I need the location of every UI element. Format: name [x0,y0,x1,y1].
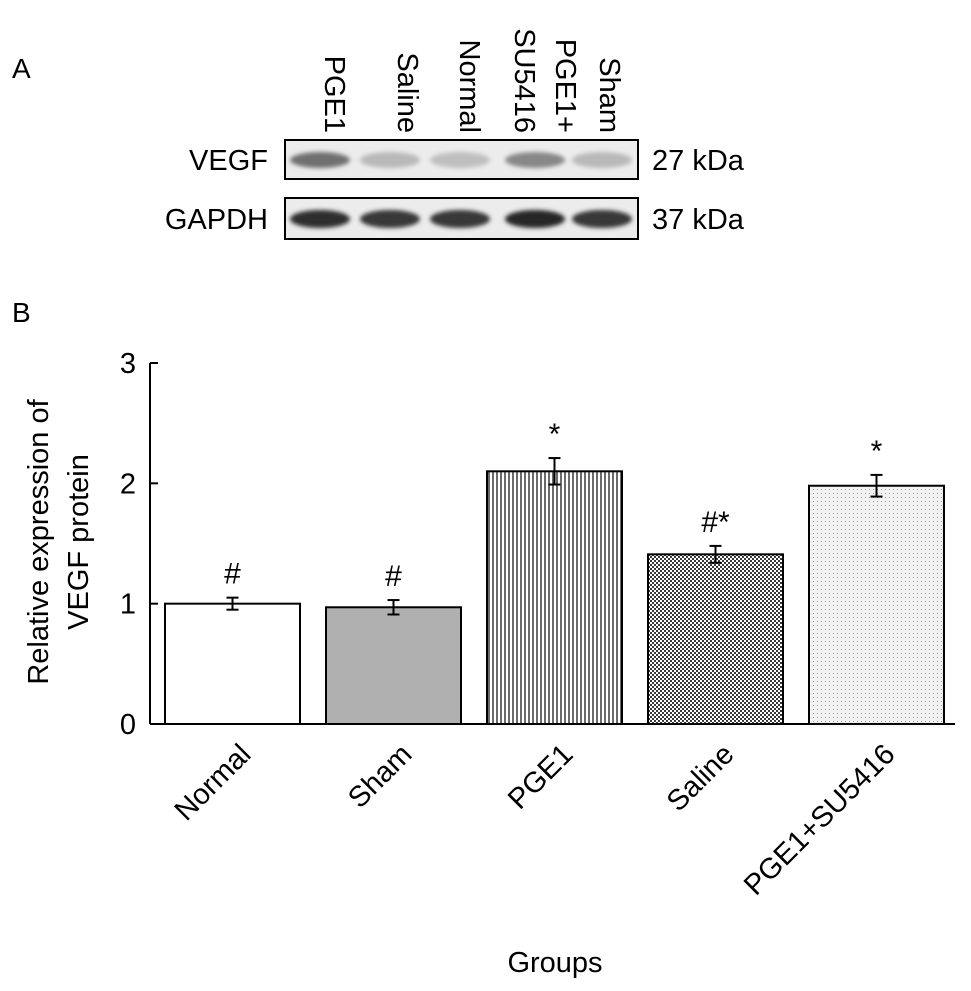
blot-size-vegf: 27 kDa [652,145,745,177]
y-tick-label-1: 1 [120,589,136,621]
x-tick-label-pge1: PGE1 [502,738,579,815]
lane-label-pge1: PGE1 [318,56,350,133]
lane-label-saline: Saline [391,52,423,133]
lane-labels: PGE1 Saline Normal SU5416 PGE1+ Sham [318,28,625,133]
band-vegf-4 [505,152,565,168]
bar-sham [325,606,462,726]
significance-mark-sham: # [385,560,402,593]
band-vegf-3 [430,152,490,168]
y-ticks: 0 1 2 3 [120,348,158,741]
error-bar-pge1-su5416 [870,473,883,498]
band-gapdh-3 [430,210,490,228]
bar-pge1 [486,470,623,725]
blot-protein-label-gapdh: GAPDH [165,204,268,236]
band-gapdh-5 [572,210,632,228]
band-gapdh-1 [290,210,350,228]
bars [164,470,945,726]
lane-label-su5416: SU5416 [508,28,540,133]
significance-mark-saline: #* [701,506,730,539]
panel-b-label: B [12,297,31,328]
gapdh-bands [290,210,632,228]
y-tick-label-3: 3 [120,348,136,380]
bar-saline [647,553,784,726]
lane-label-sham: Sham [593,57,625,133]
significance-mark-normal: # [224,558,241,591]
error-bar-saline [709,544,722,564]
x-tick-label-saline: Saline [661,738,741,818]
error-bars [226,457,883,616]
blot-strip-vegf [284,139,639,180]
band-gapdh-4 [505,210,565,228]
blot-strip-gapdh [284,197,639,240]
y-tick-label-0: 0 [120,709,136,741]
lane-label-normal: Normal [453,40,485,133]
bar-pge1-su5416 [808,484,945,725]
blot-size-gapdh: 37 kDa [652,204,745,236]
lane-label-pge1: PGE1+ [549,39,581,133]
y-axis-label: Relative expression of VEGF protein [23,398,95,684]
significance-mark-pge1-su5416: * [871,435,883,468]
y-tick-label-2: 2 [120,468,136,500]
error-bar-sham [387,599,400,616]
x-tick-label-normal: Normal [169,738,258,827]
vegf-bands [290,152,632,168]
y-axis-label-line-2: VEGF protein [63,454,95,630]
x-tick-label-sham: Sham [342,738,418,814]
significance-marks: # #*#** [224,418,883,593]
blot-protein-label-vegf: VEGF [189,145,268,177]
significance-mark-pge1: * [549,418,561,451]
bar-normal [164,602,301,726]
x-tick-label-pge1-su5416: PGE1+SU5416 [738,738,901,901]
error-bar-pge1 [548,457,561,486]
band-vegf-1 [290,152,350,168]
panel-a-label: A [12,53,31,84]
band-vegf-2 [360,152,420,168]
band-vegf-5 [572,152,632,168]
band-gapdh-2 [360,210,420,228]
y-axis-label-line-1: Relative expression of [23,398,55,684]
x-axis-label: Groups [507,947,602,979]
error-bar-normal [226,596,239,611]
